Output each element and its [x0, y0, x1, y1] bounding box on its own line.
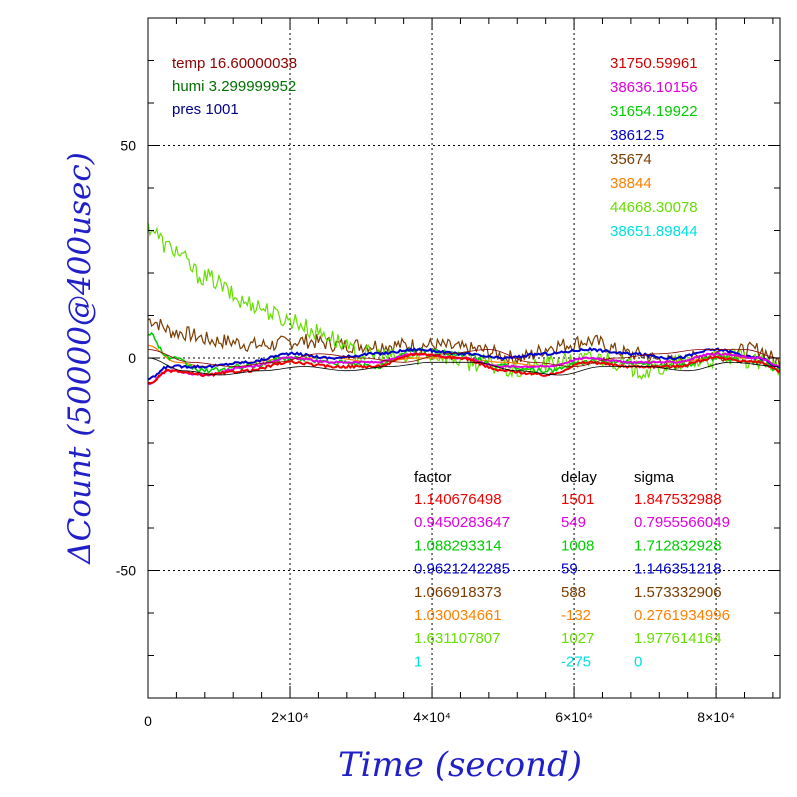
table-cell-sigma: 1.146351218: [634, 561, 722, 578]
x-axis-title: Time (second): [338, 745, 582, 785]
environment-info: temp 16.60000038 humi 3.299999952 pres 100…: [172, 55, 297, 118]
series-line: [148, 349, 779, 367]
x-tick-label: 6×10⁴: [555, 709, 593, 725]
y-tick-label: 50: [120, 138, 136, 154]
table-cell-sigma: 1.573332906: [634, 584, 722, 601]
x-tick-label: 2×10⁴: [271, 709, 309, 725]
y-tick-label: 0: [128, 350, 136, 366]
table-cell-sigma: 0.2761934996: [634, 607, 730, 624]
table-cell-factor: 1.631107807: [414, 630, 500, 647]
legend-value: 31654.19922: [610, 103, 698, 120]
table-header: factor: [414, 469, 452, 486]
table-cell-factor: 0.9621242285: [414, 561, 510, 578]
x-tick-label: 8×10⁴: [697, 709, 735, 725]
table-cell-factor: 1: [414, 653, 422, 670]
series-line: [148, 346, 780, 381]
table-cell-factor: 1.066918373: [414, 584, 502, 601]
parameter-table: factor delay sigma 1.140676498 1501 1.8475329…: [414, 469, 730, 670]
table-cell-delay: 59: [561, 561, 578, 578]
y-axis-title: ΔCount (50000@400usec): [62, 152, 98, 565]
table-cell-sigma: 0: [634, 653, 642, 670]
legend-value: 38636.10156: [610, 79, 698, 96]
env-text: pres 1001: [172, 101, 239, 118]
series-lines: [148, 222, 780, 386]
legend-value: 38612.5: [610, 127, 664, 144]
table-cell-delay: 588: [561, 584, 586, 601]
table-cell-delay: -275: [561, 653, 591, 670]
table-cell-factor: 0.9450283647: [414, 514, 510, 531]
env-text: temp 16.60000038: [172, 55, 297, 72]
table-cell-delay: 1008: [561, 537, 594, 554]
axis-ticks: 0 2×10⁴ 4×10⁴ 6×10⁴ 8×10⁴ 50 0 -50: [116, 17, 780, 729]
table-cell-factor: 1.030034661: [414, 607, 502, 624]
x-tick-label: 4×10⁴: [413, 709, 451, 725]
legend-value: 35674: [610, 151, 652, 168]
table-cell-sigma: 0.7955566049: [634, 514, 730, 531]
table-cell-delay: 1501: [561, 491, 594, 508]
legend-values: 31750.59961 38636.10156 31654.19922 38612.5…: [610, 55, 698, 240]
x-tick-label: 0: [144, 713, 152, 729]
series-line: [148, 352, 780, 385]
table-cell-sigma: 1.847532988: [634, 491, 722, 508]
series-line: [148, 357, 779, 376]
table-header: delay: [561, 469, 597, 486]
table-cell-delay: -132: [561, 607, 591, 624]
table-cell-factor: 1.140676498: [414, 491, 502, 508]
table-cell-sigma: 1.977614164: [634, 630, 722, 647]
table-cell-sigma: 1.712832928: [634, 537, 722, 554]
y-tick-label: -50: [116, 563, 136, 579]
table-header: sigma: [634, 469, 675, 486]
table-cell-delay: 1027: [561, 630, 594, 647]
legend-value: 38651.89844: [610, 223, 698, 240]
table-cell-delay: 549: [561, 514, 586, 531]
env-text: humi 3.299999952: [172, 78, 296, 95]
table-cell-factor: 1.088293314: [414, 537, 502, 554]
legend-value: 38844: [610, 175, 652, 192]
legend-value: 31750.59961: [610, 55, 698, 72]
legend-value: 44668.30078: [610, 199, 698, 216]
